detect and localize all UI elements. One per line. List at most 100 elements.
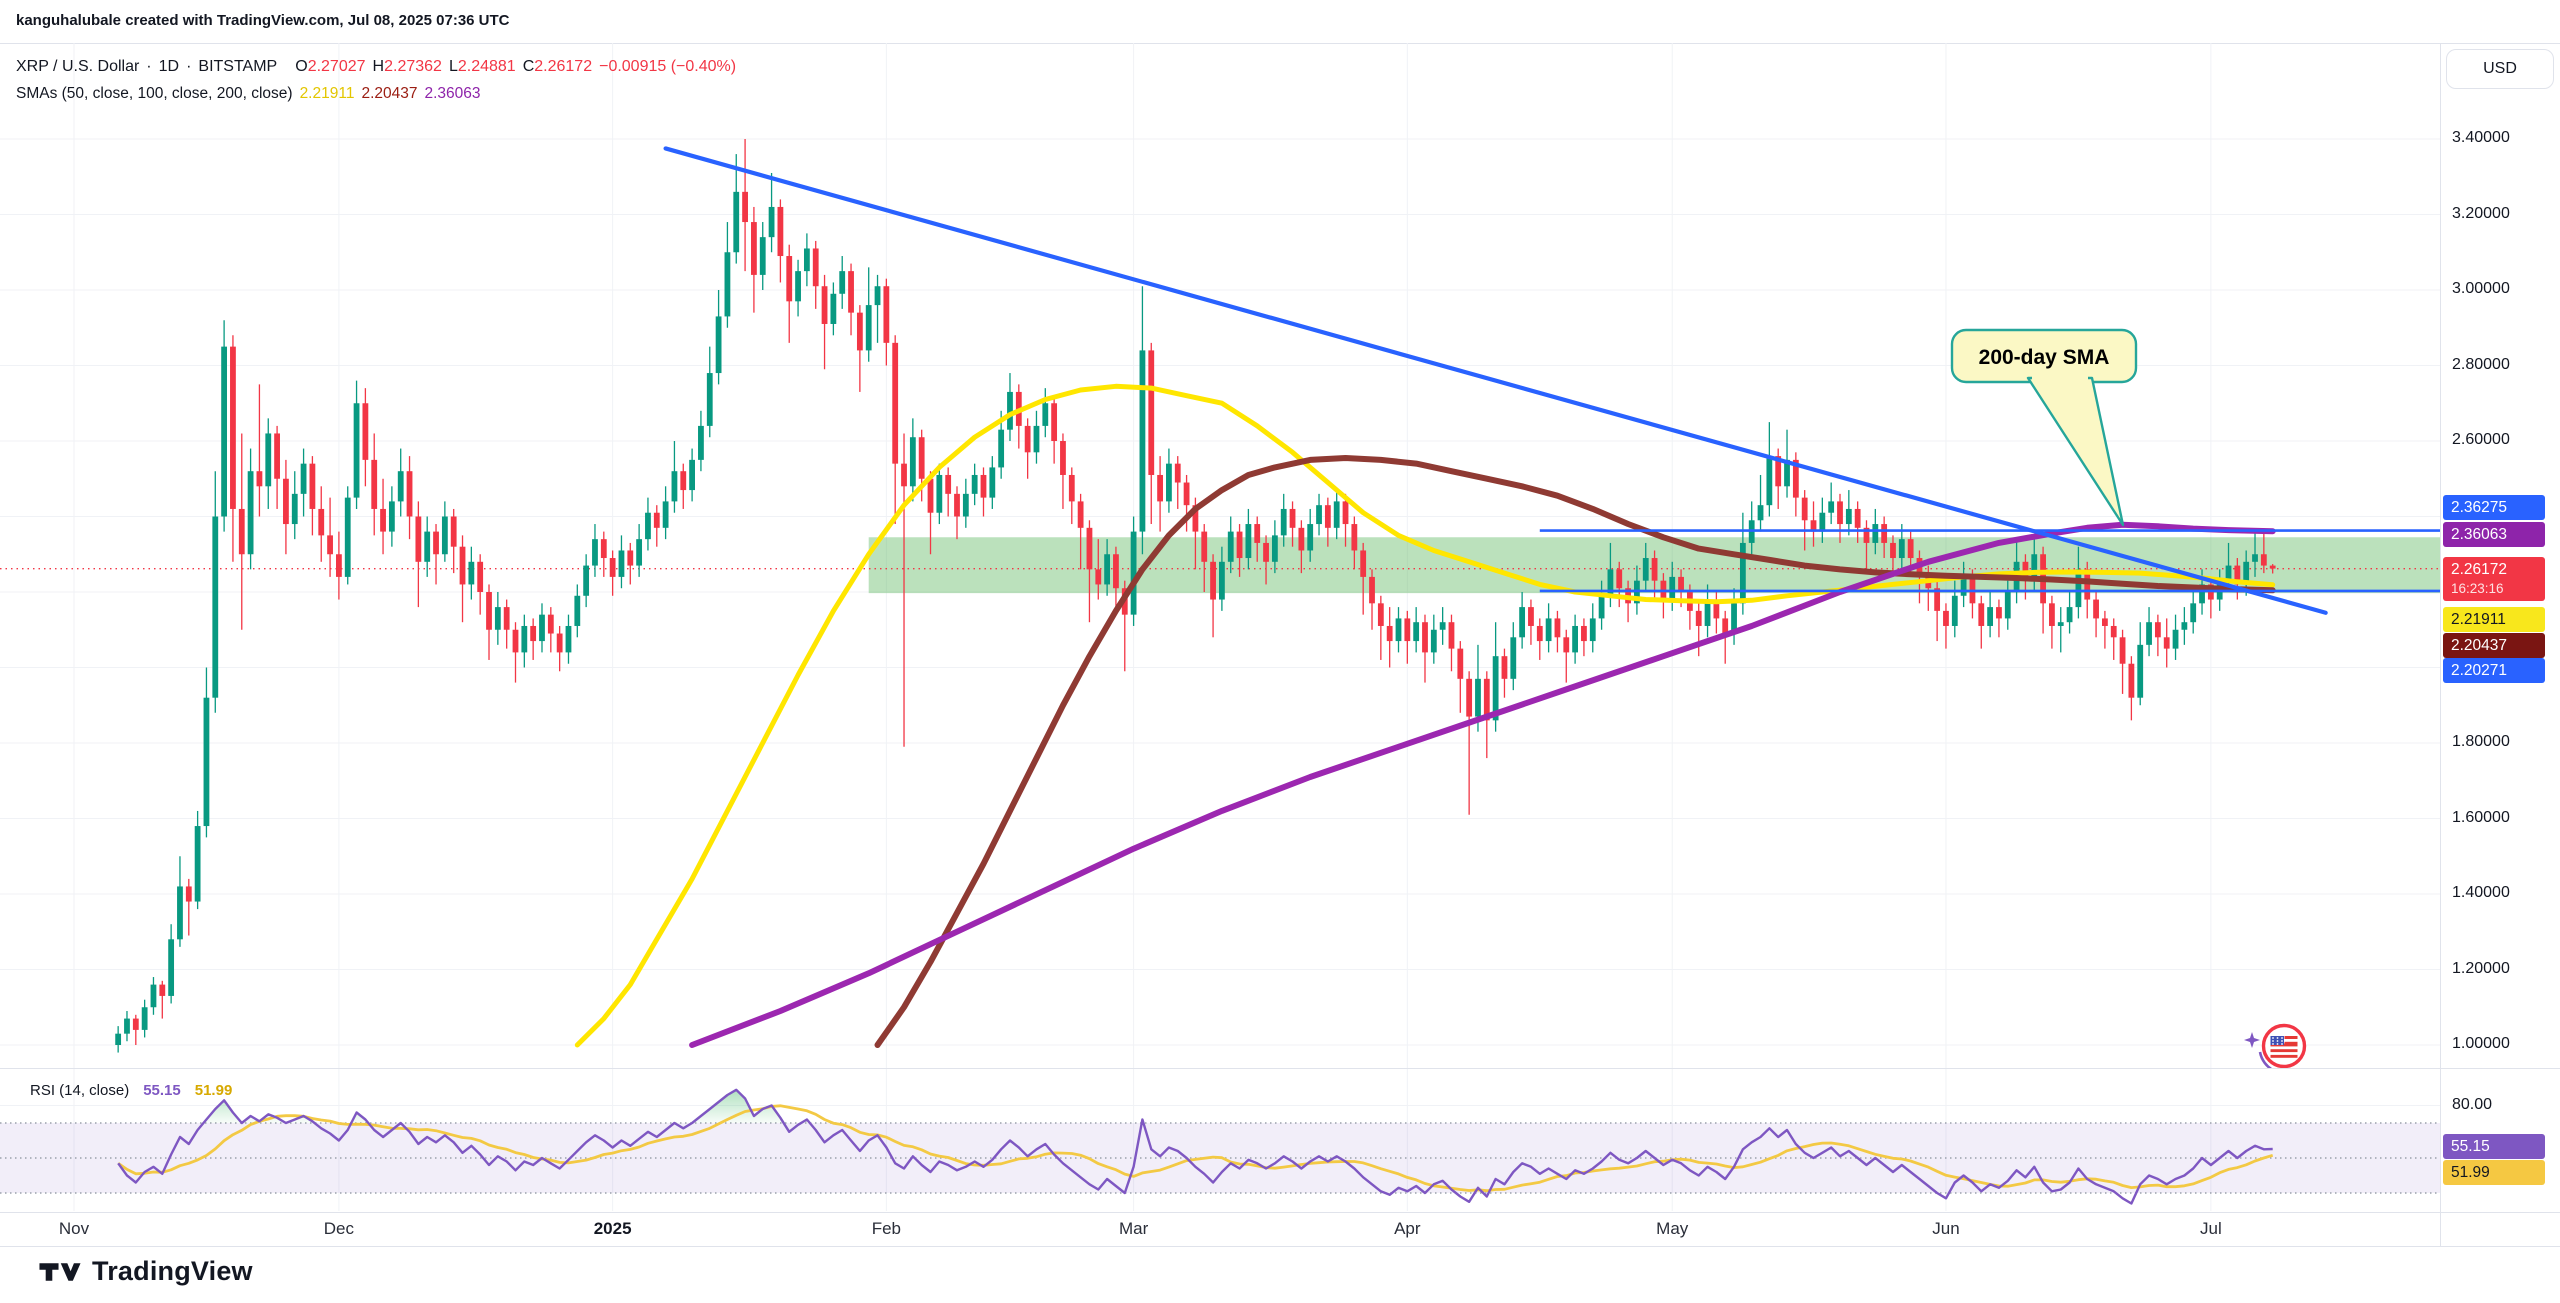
candle-body (795, 271, 801, 302)
candle-body (1475, 678, 1481, 717)
trendline-drawing[interactable] (663, 146, 2328, 615)
candle-body (636, 539, 643, 566)
candlestick-series[interactable] (115, 139, 2276, 1053)
candle-body (2119, 637, 2126, 664)
candle-body (1457, 648, 1464, 679)
flag-star (2281, 1043, 2283, 1045)
rsi-pane[interactable] (0, 1088, 2440, 1205)
us-flag-icon[interactable] (2244, 1023, 2307, 1074)
countdown-timer: 16:23:16 (2451, 581, 2504, 596)
candle-body (1943, 610, 1949, 626)
candle-body (300, 463, 307, 494)
candle-body (1280, 508, 1287, 536)
rsi-ma-line[interactable] (117, 1104, 2274, 1193)
sma-legend-row[interactable]: SMAs (50, close, 100, close, 200, close)… (16, 82, 481, 106)
price-axis-label: 2.20271 (2443, 658, 2545, 683)
candle-body (1042, 403, 1049, 426)
candle-body (450, 516, 457, 547)
candle-body (1934, 588, 1941, 611)
sma-50-line[interactable] (574, 383, 2276, 1048)
candle-body (150, 984, 157, 1008)
rsi-legend-row[interactable]: RSI (14, close) 55.15 51.99 (30, 1082, 232, 1099)
candle-body (1413, 622, 1420, 642)
candle-body (1086, 527, 1093, 570)
callout-label: 200-day SMA (1979, 346, 2110, 369)
candle-body (124, 1018, 130, 1034)
candle-body (1572, 625, 1578, 653)
callout-seam-patch (2032, 376, 2088, 381)
candle-body (936, 474, 943, 513)
candle-body (803, 248, 810, 272)
sma-200-line[interactable] (689, 521, 2276, 1048)
candle-body (2137, 644, 2144, 698)
candle-body (751, 222, 757, 275)
candle-body (353, 403, 360, 498)
candle-body (336, 554, 342, 577)
candle-body (1333, 501, 1340, 528)
price-axis[interactable]: 3.40000 3.20000 3.00000 2.80000 2.60000 1.800… (2440, 0, 2560, 1246)
time-axis[interactable]: Nov Dec 2025 Feb Mar Apr May Jun Jul (0, 1212, 2440, 1246)
candle-body (1263, 542, 1269, 562)
candle-body (698, 425, 704, 460)
sma-100-line[interactable] (874, 455, 2276, 1048)
candle-body (998, 429, 1005, 468)
candle-body (212, 516, 219, 698)
candle-body (1466, 678, 1473, 717)
symbol-legend-row[interactable]: XRP / U.S. Dollar · 1D · BITSTAMP O2.270… (16, 55, 736, 79)
candle-body (1448, 622, 1455, 649)
candle-body (2146, 622, 2152, 645)
callout-200day-sma[interactable]: 200-day SMA (1950, 328, 2138, 527)
currency-tab-usd[interactable]: USD (2446, 49, 2554, 89)
rsi-title: RSI (14, close) (30, 1082, 130, 1099)
ohlc-low: L2.24881 (448, 58, 516, 75)
candle-body (1324, 505, 1331, 528)
candle-body (609, 558, 616, 577)
candle-body (927, 478, 934, 513)
candle-body (1996, 607, 2002, 619)
rsi-line[interactable] (117, 1088, 2273, 1205)
candle-body (1863, 527, 1870, 543)
candle-body (821, 286, 828, 324)
flag-star (2272, 1037, 2274, 1039)
candle-body (583, 565, 590, 596)
candle-body (2075, 569, 2082, 608)
time-axis-label: May (1656, 1219, 1689, 1238)
candle-body (388, 501, 395, 532)
candle-body (247, 471, 254, 555)
candle-body (1563, 637, 1570, 653)
candle-body (1351, 524, 1358, 551)
candle-body (2102, 618, 2108, 626)
candle-body (503, 607, 510, 630)
candle-body (1439, 622, 1446, 630)
candle-body (2128, 663, 2135, 698)
candle-body (901, 463, 907, 487)
candle-body (1174, 463, 1181, 483)
ohlc-high: H2.27362 (372, 58, 442, 75)
candle-body (786, 256, 793, 302)
candle-body (1130, 531, 1137, 615)
candle-body (2225, 565, 2232, 581)
candle-body (397, 471, 404, 502)
pane-divider[interactable] (0, 1068, 2560, 1069)
candle-body (1483, 678, 1490, 721)
candle-body (1342, 501, 1349, 525)
tradingview-footer-link[interactable]: TradingView (38, 1256, 253, 1287)
candle-body (203, 697, 210, 827)
candle-body (1775, 456, 1782, 487)
price-pane[interactable]: 200-day SMA (0, 139, 2440, 1073)
candle-body (521, 625, 528, 653)
candle-body (600, 539, 607, 559)
candle-body (380, 508, 386, 532)
candle-body (2260, 554, 2267, 566)
candle-body (1201, 531, 1208, 562)
time-axis-divider (0, 1212, 2560, 1213)
flag-stripe (2270, 1049, 2298, 1053)
candle-body (874, 286, 881, 306)
candle-body (989, 467, 996, 498)
candle-body (1739, 542, 1746, 604)
candle-body (132, 1018, 139, 1030)
candle-body (1289, 508, 1296, 528)
candle-body (1987, 607, 1994, 626)
